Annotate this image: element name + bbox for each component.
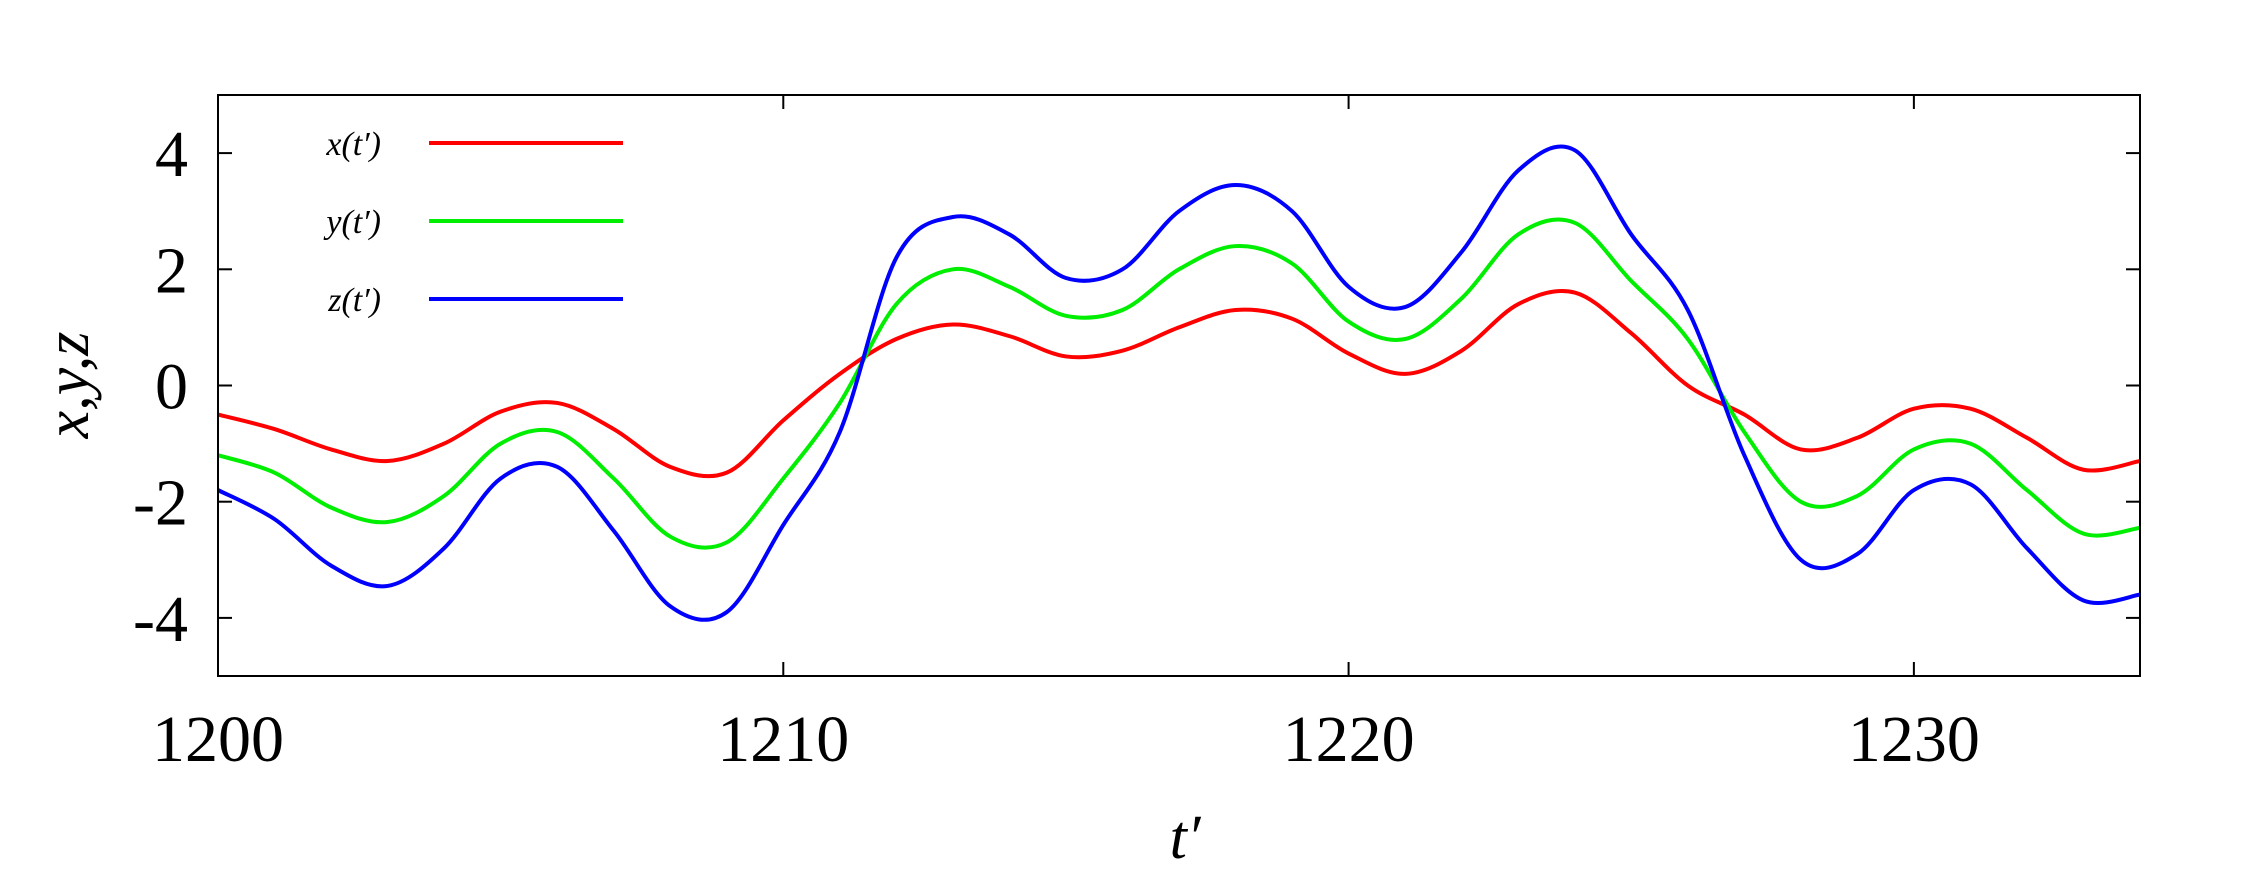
data-line bbox=[218, 288, 2140, 479]
y-tick-label: 4 bbox=[155, 118, 188, 191]
plot-frame bbox=[217, 94, 2141, 677]
x-tick-label: 1200 bbox=[152, 703, 284, 776]
x-tick-label: 1210 bbox=[717, 703, 849, 776]
x-axis-label: t′ bbox=[1170, 804, 1202, 872]
y-tick-label: 0 bbox=[155, 351, 188, 424]
y-tick-label: -4 bbox=[133, 583, 188, 656]
data-line bbox=[218, 144, 2140, 622]
legend-label: x(t′) bbox=[325, 126, 381, 163]
x-tick-label: 1230 bbox=[1848, 703, 1980, 776]
y-tick-label: -2 bbox=[133, 467, 188, 540]
y-tick-label: 2 bbox=[155, 234, 188, 307]
legend-label: y(t′) bbox=[323, 204, 381, 241]
legend-label: z(t′) bbox=[327, 282, 381, 319]
x-tick-label: 1220 bbox=[1283, 703, 1415, 776]
y-axis-label: x,y,z bbox=[34, 332, 102, 440]
data-line bbox=[218, 217, 2140, 550]
